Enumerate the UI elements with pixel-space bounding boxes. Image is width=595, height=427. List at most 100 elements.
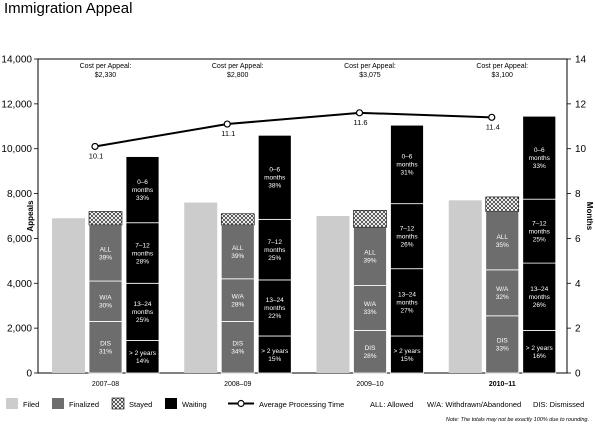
bar-finalized-dis-label: DIS 34% xyxy=(231,340,244,355)
bar-finalized-wa xyxy=(353,285,387,331)
y-left-tick-label: 8,000 xyxy=(7,189,32,200)
y-left-tick-label: 10,000 xyxy=(1,144,32,155)
x-tick-label: 2010–11 xyxy=(489,381,516,388)
bar-finalized-wa-label: W/A 32% xyxy=(496,286,509,301)
bar-waiting-0-6 xyxy=(257,134,292,220)
y-right-tick-label: 12 xyxy=(575,99,587,110)
bar-waiting-gt2y-label: > 2 years 15% xyxy=(394,348,422,363)
bar-waiting-gt2y xyxy=(125,340,160,374)
bar-stayed xyxy=(88,211,123,226)
bar-waiting-0-6 xyxy=(125,156,160,224)
y-right-tick-label: 8 xyxy=(575,189,581,200)
bar-waiting-gt2y-label: > 2 years 16% xyxy=(526,345,554,360)
bar-finalized-all-label: ALL 35% xyxy=(496,234,509,249)
bar-finalized-wa-label: W/A 30% xyxy=(99,295,112,310)
bar-stayed xyxy=(220,213,255,226)
cost-per-appeal-label: Cost per Appeal: xyxy=(212,63,264,70)
bar-waiting-7-12 xyxy=(257,218,292,281)
avg-processing-point xyxy=(91,142,99,151)
bar-finalized-all xyxy=(88,224,123,282)
x-tick-label: 2008–09 xyxy=(224,381,251,388)
bar-finalized-wa xyxy=(220,278,255,322)
bar-finalized-dis-label: DIS 33% xyxy=(496,338,509,353)
bar-finalized-wa-label: W/A 33% xyxy=(363,301,376,316)
bar-waiting-0-6-label: 0–6 months 33% xyxy=(529,147,551,170)
page-title: Immigration Appeal xyxy=(4,0,133,17)
plot-frame xyxy=(37,58,568,374)
legend-wa-label: W/A: Withdrawn/Abandoned xyxy=(427,400,521,409)
bar-finalized-all-label: ALL 39% xyxy=(231,245,244,260)
legend-stayed-swatch xyxy=(111,397,125,410)
bar-waiting-gt2y xyxy=(257,335,292,374)
bar-waiting-7-12-label: 7–12 months 26% xyxy=(396,225,418,248)
bar-finalized-dis xyxy=(220,321,255,374)
bar-waiting-13-24 xyxy=(522,262,557,331)
avg-processing-point xyxy=(355,109,364,117)
bar-waiting-13-24 xyxy=(257,279,292,337)
bar-waiting-gt2y-label: > 2 years 15% xyxy=(261,348,289,363)
y-left-tick-label: 6,000 xyxy=(7,234,32,245)
footnote: Note: The totals may not be exactly 100%… xyxy=(445,417,589,423)
y-right-tick-label: 0 xyxy=(575,369,581,380)
bar-waiting-13-24-label: 13–24 months 22% xyxy=(264,297,286,320)
bar-finalized-wa-label: W/A 28% xyxy=(231,293,244,308)
bar-stayed xyxy=(353,210,387,228)
bar-waiting-7-12-label: 7–12 months 25% xyxy=(529,220,551,243)
bar-finalized-all xyxy=(220,224,255,280)
x-tick-label: 2009–10 xyxy=(356,381,383,388)
legend-dis-label: DIS: Dismissed xyxy=(533,400,584,409)
bar-finalized-wa xyxy=(88,280,123,322)
bar-waiting-0-6-label: 0–6 months 38% xyxy=(264,167,286,190)
legend-filed-swatch xyxy=(6,398,18,409)
x-tick-label: 2007–08 xyxy=(92,381,119,388)
bar-waiting-0-6-label: 0–6 months 33% xyxy=(132,179,154,202)
legend-finalized-label: Finalized xyxy=(69,400,99,409)
bar-filed xyxy=(184,202,218,373)
bar-finalized-all xyxy=(485,211,520,271)
y-right-tick-label: 10 xyxy=(575,144,587,155)
avg-processing-point xyxy=(488,113,496,121)
bar-waiting-0-6 xyxy=(390,124,424,205)
y-left-tick-label: 2,000 xyxy=(7,324,32,335)
legend-all-label: ALL: Allowed xyxy=(370,400,413,409)
bar-waiting-13-24-label: 13–24 months 26% xyxy=(529,286,551,309)
avg-processing-label: 10.1 xyxy=(89,151,104,160)
cost-per-appeal-value: $3,075 xyxy=(359,72,381,79)
legend-waiting-swatch xyxy=(165,398,177,409)
cost-per-appeal-value: $2,330 xyxy=(95,72,117,79)
legend-bg xyxy=(0,395,595,413)
bar-waiting-7-12-label: 7–12 months 25% xyxy=(264,239,286,262)
legend-line-label: Average Processing Time xyxy=(259,400,344,409)
legend-filed-label: Filed xyxy=(23,400,39,409)
bar-filed xyxy=(448,200,482,373)
bar-waiting-7-12 xyxy=(522,198,557,264)
bar-waiting-gt2y xyxy=(390,335,424,374)
bar-waiting-0-6 xyxy=(522,115,557,200)
y-right-tick-label: 4 xyxy=(575,279,581,290)
bar-finalized-all-label: ALL 39% xyxy=(99,246,112,261)
legend-stayed-label: Stayed xyxy=(129,400,152,409)
bar-waiting-7-12-label: 7–12 months 28% xyxy=(132,242,154,265)
bar-finalized-all xyxy=(353,226,387,286)
y-left-axis-label: Appeals xyxy=(26,200,35,232)
bar-finalized-dis xyxy=(485,315,520,374)
y-left-tick-label: 0 xyxy=(26,369,32,380)
bar-finalized-dis xyxy=(353,329,387,374)
cost-per-appeal-value: $2,800 xyxy=(227,72,249,79)
legend-finalized-swatch xyxy=(52,398,64,409)
bar-waiting-0-6-label: 0–6 months 31% xyxy=(396,154,418,177)
y-right-tick-label: 14 xyxy=(575,55,587,66)
bar-finalized-dis-label: DIS 28% xyxy=(363,345,376,360)
y-left-tick-label: 4,000 xyxy=(7,279,32,290)
avg-processing-label: 11.6 xyxy=(353,118,367,127)
y-left-tick-label: 12,000 xyxy=(1,99,32,110)
bar-waiting-7-12 xyxy=(125,222,160,284)
avg-processing-point xyxy=(223,120,231,128)
avg-processing-label: 11.1 xyxy=(221,129,235,138)
cost-per-appeal-label: Cost per Appeal: xyxy=(476,63,528,70)
bar-stayed xyxy=(485,196,520,212)
bar-waiting-gt2y-label: > 2 years 14% xyxy=(129,350,157,365)
cost-per-appeal-label: Cost per Appeal: xyxy=(80,63,132,70)
bar-waiting-13-24-label: 13–24 months 25% xyxy=(132,301,154,324)
legend-line-marker xyxy=(237,399,245,408)
